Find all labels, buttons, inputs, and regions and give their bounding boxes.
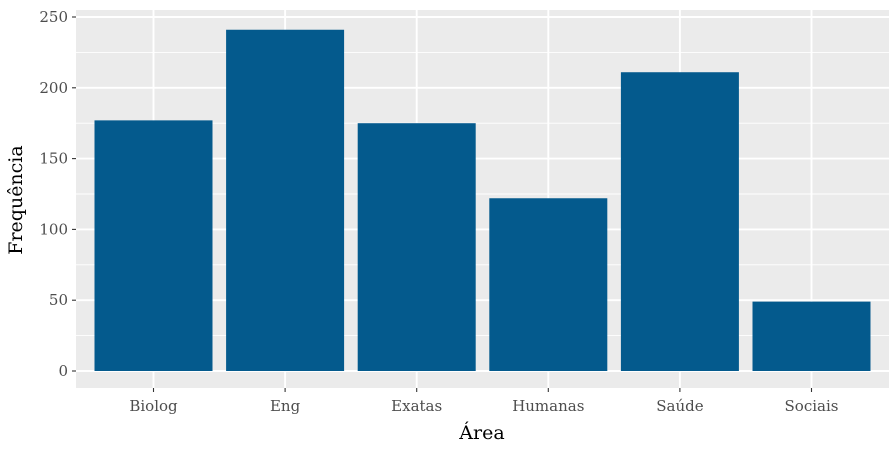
bar-biolog xyxy=(94,120,213,371)
bar-exatas xyxy=(357,123,476,371)
x-axis-ticks: Biolog Eng Exatas Humanas Saúde Sociais xyxy=(129,388,838,415)
y-tick-label: 50 xyxy=(49,291,68,309)
bar-sociais xyxy=(752,301,871,371)
bar-saúde xyxy=(620,72,739,371)
y-tick-label: 0 xyxy=(58,362,68,380)
y-tick-label: 100 xyxy=(39,220,68,238)
y-axis-title: Frequência xyxy=(5,145,27,254)
x-axis-title: Área xyxy=(458,421,504,444)
x-tick-label: Sociais xyxy=(785,397,839,415)
bar-humanas xyxy=(489,198,608,371)
x-tick-label: Exatas xyxy=(391,397,442,415)
y-axis-ticks: 0 50 100 150 200 250 xyxy=(39,8,76,380)
x-tick-label: Biolog xyxy=(129,397,178,415)
x-tick-label: Saúde xyxy=(656,397,703,415)
bar-eng xyxy=(226,29,345,372)
y-tick-label: 150 xyxy=(39,150,68,168)
y-tick-label: 250 xyxy=(39,8,68,26)
x-tick-label: Humanas xyxy=(512,397,584,415)
bars xyxy=(94,29,871,372)
y-tick-label: 200 xyxy=(39,79,68,97)
x-tick-label: Eng xyxy=(270,397,301,415)
